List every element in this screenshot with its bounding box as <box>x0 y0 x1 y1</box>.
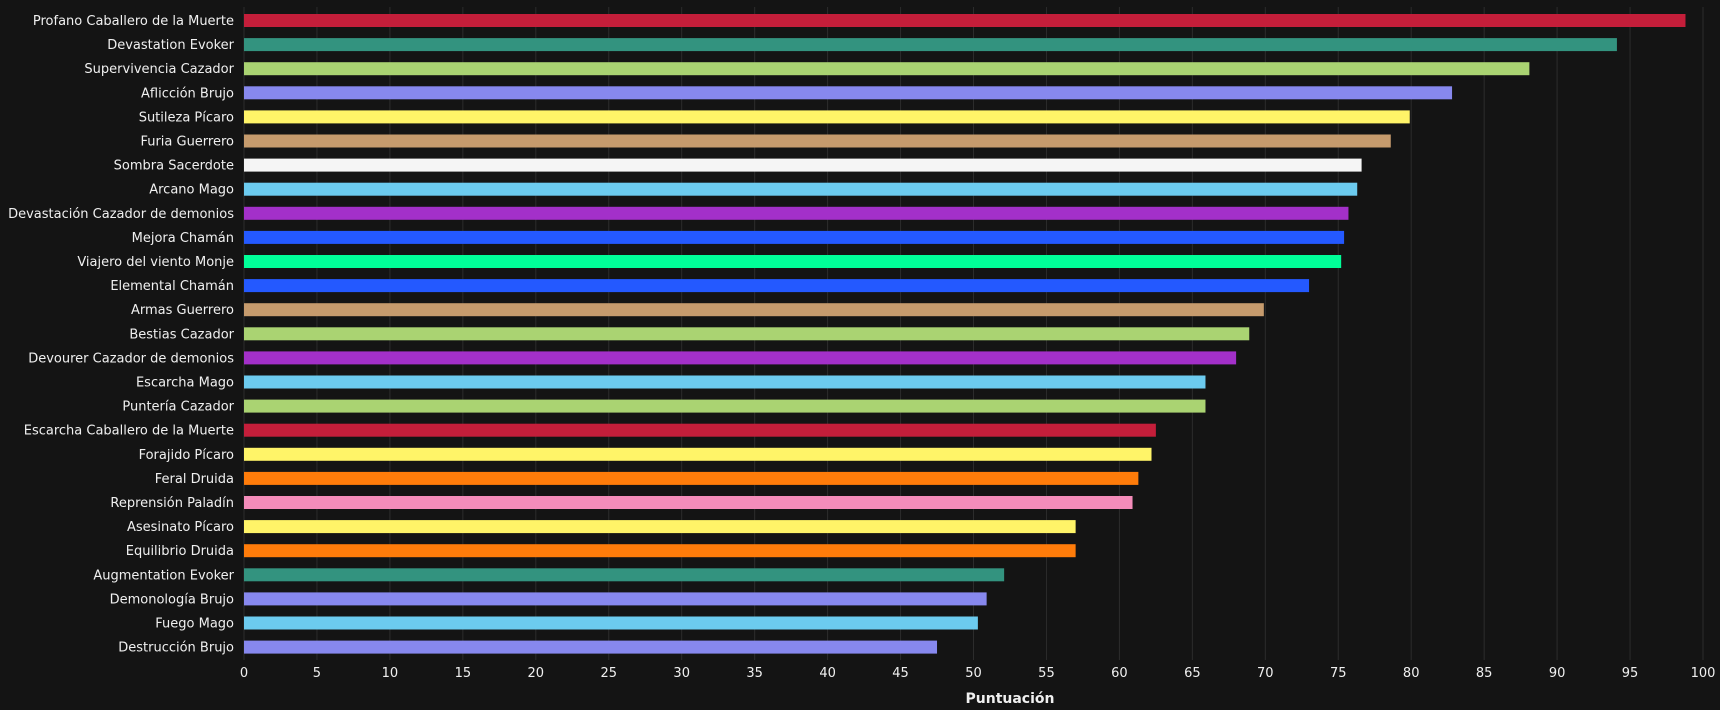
x-tick-label: 75 <box>1330 666 1347 681</box>
bar[interactable] <box>244 255 1342 268</box>
category-label: Sutileza Pícaro <box>139 110 234 125</box>
category-label: Feral Druida <box>155 472 234 487</box>
category-label: Mejora Chamán <box>132 231 234 246</box>
x-tick-label: 25 <box>600 666 617 681</box>
category-label: Devastation Evoker <box>107 38 234 53</box>
category-label: Viajero del viento Monje <box>77 255 234 270</box>
x-tick-label: 50 <box>965 666 982 681</box>
x-tick-label: 90 <box>1549 666 1566 681</box>
bar[interactable] <box>244 303 1264 317</box>
category-label: Puntería Cazador <box>122 400 234 415</box>
x-tick-label: 5 <box>313 666 321 681</box>
category-label: Fuego Mago <box>155 617 234 632</box>
bar[interactable] <box>244 544 1076 558</box>
category-label: Profano Caballero de la Muerte <box>33 14 234 29</box>
bar[interactable] <box>244 206 1349 220</box>
bar[interactable] <box>244 568 1005 582</box>
bar[interactable] <box>244 616 978 630</box>
bar[interactable] <box>244 134 1391 148</box>
category-label: Forajido Pícaro <box>139 448 234 463</box>
x-tick-label: 40 <box>819 666 836 681</box>
bar[interactable] <box>244 14 1686 27</box>
category-label: Arcano Mago <box>149 183 234 198</box>
x-tick-label: 45 <box>892 666 909 681</box>
bar[interactable] <box>244 447 1152 461</box>
x-tick-label: 20 <box>528 666 545 681</box>
category-label: Aflicción Brujo <box>141 86 234 101</box>
category-label: Armas Guerrero <box>131 303 234 318</box>
x-tick-label: 100 <box>1691 666 1716 681</box>
category-labels: Profano Caballero de la Muerte Devastatio… <box>8 14 235 656</box>
x-tick-label: 0 <box>240 666 248 681</box>
x-tick-label: 85 <box>1476 666 1493 681</box>
x-tick-label: 65 <box>1184 666 1201 681</box>
x-tick-label: 55 <box>1038 666 1055 681</box>
bar[interactable] <box>244 86 1453 100</box>
bar[interactable] <box>244 592 987 606</box>
bar[interactable] <box>244 62 1530 76</box>
category-label: Elemental Chamán <box>110 279 234 294</box>
x-tick-label: 10 <box>382 666 399 681</box>
category-label: Devourer Cazador de demonios <box>28 351 234 366</box>
bar[interactable] <box>244 640 938 654</box>
category-label: Escarcha Caballero de la Muerte <box>24 424 234 439</box>
x-tick-label: 80 <box>1403 666 1420 681</box>
bar[interactable] <box>244 351 1237 365</box>
x-tick-label: 30 <box>673 666 690 681</box>
bar[interactable] <box>244 471 1139 485</box>
bar[interactable] <box>244 375 1206 389</box>
category-label: Destrucción Brujo <box>118 641 234 656</box>
category-label: Equilibrio Druida <box>126 544 234 559</box>
bar[interactable] <box>244 230 1345 244</box>
bar[interactable] <box>244 182 1358 196</box>
bar[interactable] <box>244 520 1076 534</box>
x-tick-label: 15 <box>455 666 472 681</box>
x-tick-label: 70 <box>1257 666 1274 681</box>
category-label: Sombra Sacerdote <box>114 159 234 174</box>
bar[interactable] <box>244 158 1362 172</box>
category-label: Escarcha Mago <box>136 376 234 391</box>
x-tick-labels: 0 5 10 15 20 25 30 35 40 45 50 55 60 65 70 75 80 85 90 95 10… <box>240 666 1716 681</box>
bar[interactable] <box>244 327 1250 341</box>
category-label: Devastación Cazador de demonios <box>8 207 234 222</box>
x-axis-title: Puntuación <box>966 691 1055 707</box>
bars <box>244 14 1686 654</box>
bar[interactable] <box>244 399 1206 413</box>
category-label: Reprensión Paladín <box>110 496 234 511</box>
bar[interactable] <box>244 423 1156 437</box>
x-tick-label: 60 <box>1111 666 1128 681</box>
bar[interactable] <box>244 38 1617 52</box>
category-label: Bestias Cazador <box>129 327 234 342</box>
category-label: Demonología Brujo <box>110 592 234 607</box>
category-label: Supervivencia Cazador <box>84 62 234 77</box>
bar[interactable] <box>244 496 1133 509</box>
bar[interactable] <box>244 279 1310 293</box>
category-label: Furia Guerrero <box>140 135 234 150</box>
bar[interactable] <box>244 110 1410 124</box>
x-tick-label: 35 <box>746 666 763 681</box>
category-label: Augmentation Evoker <box>93 568 234 583</box>
x-tick-label: 95 <box>1622 666 1639 681</box>
category-label: Asesinato Pícaro <box>127 520 234 535</box>
